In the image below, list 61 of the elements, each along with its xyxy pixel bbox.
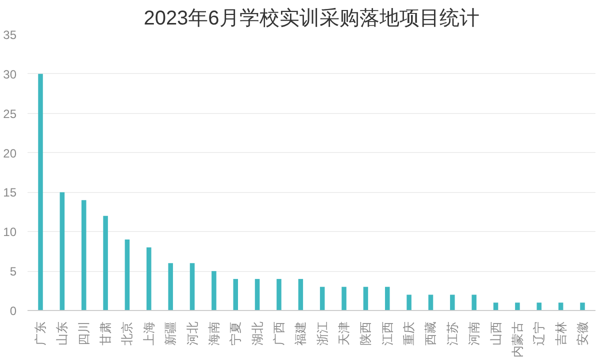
x-tick-label: 宁夏 bbox=[228, 322, 243, 346]
bar bbox=[146, 247, 152, 310]
bar bbox=[298, 278, 304, 310]
x-tick-label: 山西 bbox=[488, 322, 503, 346]
y-tick-label: 0 bbox=[10, 304, 17, 318]
x-tick-label: 安徽 bbox=[575, 322, 590, 346]
bar bbox=[103, 216, 108, 310]
bar bbox=[190, 263, 195, 310]
y-tick-label: 10 bbox=[3, 225, 17, 240]
x-tick-label: 福建 bbox=[294, 322, 308, 346]
bar bbox=[493, 302, 498, 310]
x-tick-label: 广东 bbox=[34, 322, 48, 346]
y-tick-label: 25 bbox=[3, 106, 17, 121]
bar bbox=[428, 294, 434, 310]
bar bbox=[81, 200, 86, 310]
x-tick-label: 山东 bbox=[55, 322, 70, 346]
bar bbox=[363, 286, 368, 310]
bar bbox=[536, 302, 542, 310]
bar bbox=[124, 240, 130, 310]
bar bbox=[450, 294, 455, 310]
bar bbox=[276, 278, 282, 310]
x-tick-label: 北京 bbox=[120, 322, 134, 346]
y-tick-label: 35 bbox=[3, 28, 17, 42]
x-tick-label: 广西 bbox=[272, 322, 286, 346]
x-tick-label: 湖北 bbox=[250, 322, 264, 346]
x-tick-label: 四川 bbox=[76, 322, 91, 346]
y-tick-label: 5 bbox=[10, 264, 17, 279]
bar bbox=[406, 294, 412, 310]
x-tick-label: 陕西 bbox=[358, 322, 373, 346]
bar bbox=[38, 74, 43, 310]
bar bbox=[384, 286, 390, 310]
bar bbox=[320, 286, 325, 310]
x-tick-label: 江西 bbox=[380, 322, 394, 346]
y-tick-label: 30 bbox=[3, 67, 17, 82]
bar bbox=[472, 294, 476, 310]
x-tick-label: 甘肃 bbox=[98, 322, 113, 346]
bar bbox=[558, 302, 564, 310]
chart-title: 2023年6月学校实训采购落地项目统计 bbox=[144, 8, 480, 30]
x-tick-label: 内蒙古 bbox=[510, 322, 524, 358]
x-tick-label: 辽宁 bbox=[532, 322, 546, 346]
bar bbox=[342, 286, 346, 310]
bar bbox=[60, 192, 65, 310]
bar bbox=[168, 263, 173, 310]
bar bbox=[580, 302, 585, 310]
x-tick-label: 西藏 bbox=[424, 322, 438, 346]
bar bbox=[233, 278, 238, 310]
bar bbox=[212, 271, 216, 310]
x-tick-label: 江苏 bbox=[445, 322, 460, 346]
x-tick-label: 河北 bbox=[185, 322, 200, 346]
bar bbox=[515, 302, 520, 310]
bar bbox=[254, 278, 260, 310]
x-tick-label: 海南 bbox=[206, 322, 221, 346]
x-tick-label: 天津 bbox=[337, 322, 352, 346]
x-tick-label: 重庆 bbox=[402, 322, 416, 346]
x-tick-label: 吉林 bbox=[554, 322, 568, 346]
x-tick-label: 浙江 bbox=[315, 322, 330, 346]
x-tick-label: 新疆 bbox=[164, 322, 178, 346]
y-tick-label: 15 bbox=[3, 186, 17, 200]
y-tick-label: 20 bbox=[3, 146, 17, 160]
x-tick-label: 上海 bbox=[142, 322, 156, 346]
x-tick-label: 河南 bbox=[467, 322, 482, 346]
